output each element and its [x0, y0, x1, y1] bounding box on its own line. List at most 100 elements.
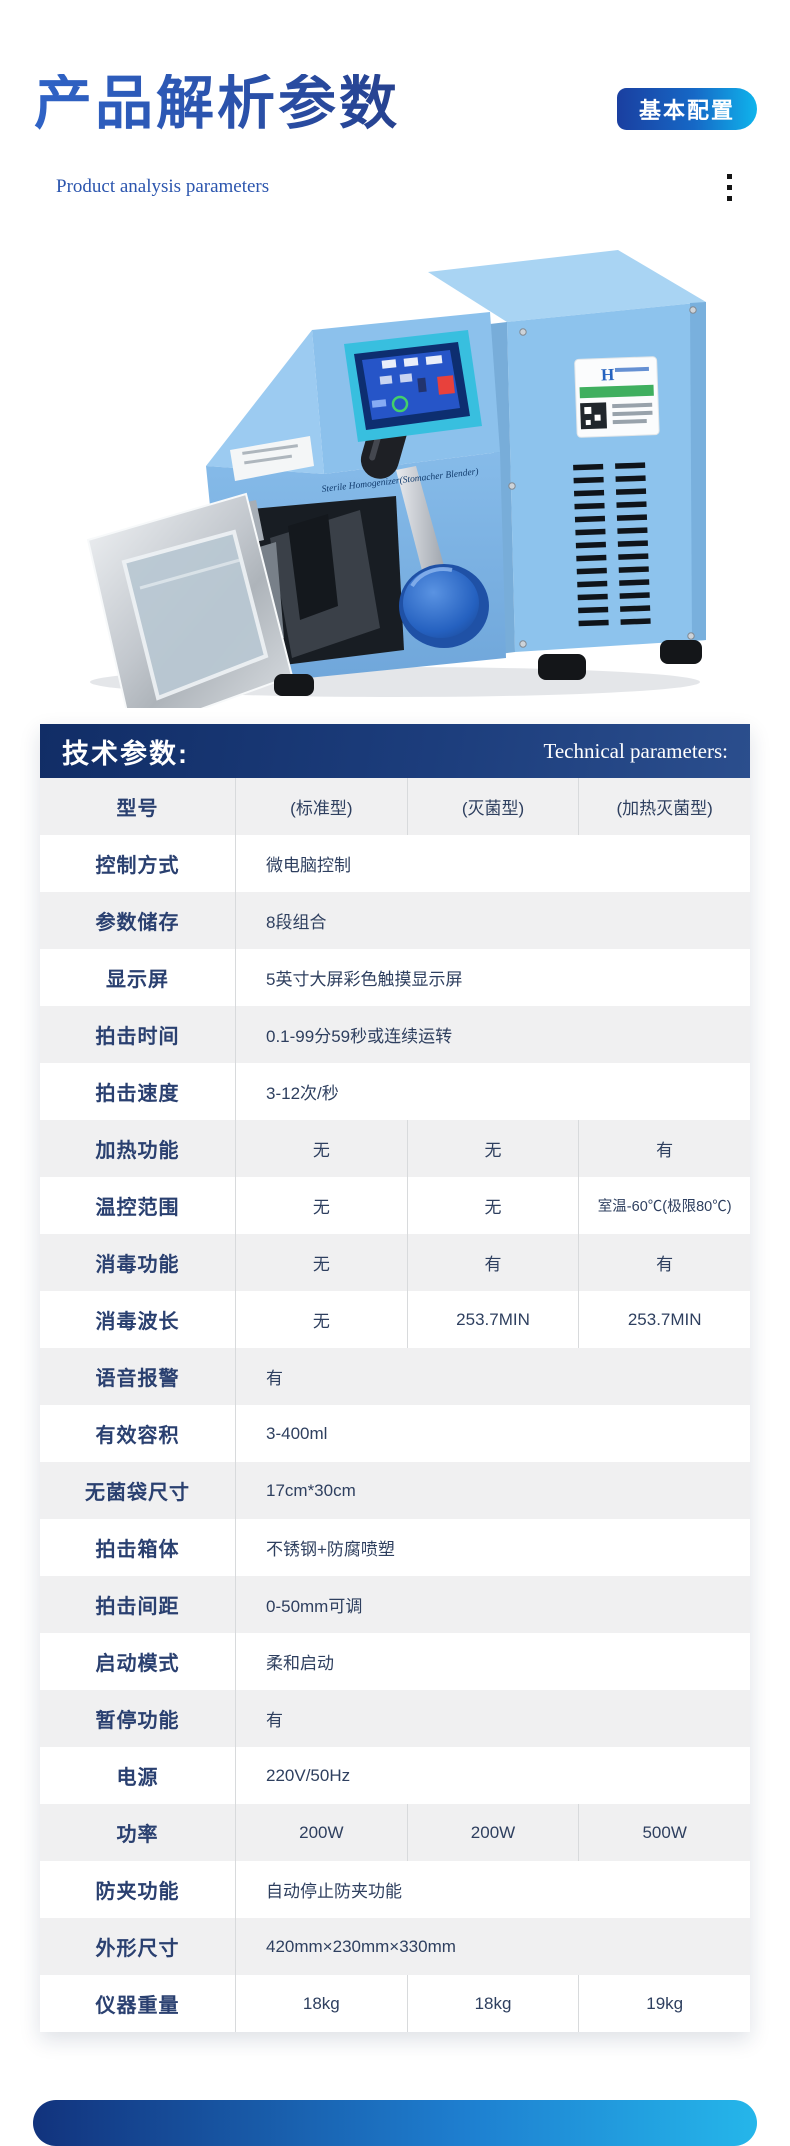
row-value: 17cm*30cm [235, 1462, 750, 1519]
row-value: 有 [578, 1234, 750, 1291]
row-value: 有 [406, 1234, 579, 1291]
row-label: 功率 [116, 1824, 159, 1846]
table-row: 消毒波长无 253.7MIN 253.7MIN [40, 1291, 750, 1348]
table-row: 拍击时间 0.1-99分59秒或连续运转 [40, 1006, 750, 1063]
row-value: 有 [235, 1348, 750, 1405]
page-title: 产品解析参数 [34, 69, 401, 137]
row-value: 不锈钢+防腐喷塑 [235, 1519, 750, 1576]
row-label: 启动模式 [95, 1653, 180, 1675]
table-row: 型号 (标准型) (灭菌型) (加热灭菌型) [40, 778, 750, 835]
stainless-door [86, 492, 294, 736]
spec-header-en: Technical parameters: [543, 738, 728, 763]
table-row: 电源 220V/50Hz [40, 1747, 750, 1804]
machine-illustration: H [86, 250, 706, 736]
spec-header-zh: 技术参数: [62, 738, 189, 769]
table-row: 控制方式 微电脑控制 [40, 835, 750, 892]
table-row: 启动模式 柔和启动 [40, 1633, 750, 1690]
basic-config-badge: 基本配置 [617, 88, 757, 130]
table-row: 功率 200W 200W 500W [40, 1804, 750, 1861]
table-row: 参数储存 8段组合 [40, 892, 750, 949]
product-image: H [60, 208, 730, 736]
row-value: 无 [235, 1291, 407, 1348]
row-value: 420mm×230mm×330mm [235, 1918, 750, 1975]
footer-accent-bar [33, 2100, 757, 2146]
table-row: 显示屏 5英寸大屏彩色触摸显示屏 [40, 949, 750, 1006]
table-row: 防夹功能 自动停止防夹功能 [40, 1861, 750, 1918]
row-value: 0-50mm可调 [235, 1576, 750, 1633]
row-value: 0.1-99分59秒或连续运转 [235, 1006, 750, 1063]
row-label: 消毒功能 [95, 1254, 180, 1276]
row-value: 19kg [578, 1975, 750, 2032]
row-label: 加热功能 [95, 1140, 180, 1162]
svg-text:H: H [601, 365, 615, 384]
row-value: 253.7MIN [578, 1291, 750, 1348]
table-row: 拍击速度 3-12次/秒 [40, 1063, 750, 1120]
row-value: 室温-60℃(极限80℃) [578, 1177, 750, 1234]
chamber-cavity [240, 496, 404, 668]
row-value: 5英寸大屏彩色触摸显示屏 [235, 949, 750, 1006]
row-value: 200W [235, 1804, 407, 1861]
row-label: 暂停功能 [95, 1710, 180, 1732]
row-value: 无 [235, 1177, 407, 1234]
row-value: 无 [406, 1120, 579, 1177]
row-value: 微电脑控制 [235, 835, 750, 892]
table-row: 消毒功能无有有 [40, 1234, 750, 1291]
row-label: 防夹功能 [95, 1881, 180, 1903]
table-row: 暂停功能 有 [40, 1690, 750, 1747]
row-label: 显示屏 [106, 969, 169, 991]
row-value: 自动停止防夹功能 [235, 1861, 750, 1918]
machine-feet [274, 640, 702, 696]
row-value: 500W [578, 1804, 750, 1861]
row-label: 参数储存 [95, 912, 180, 934]
vent-slots [573, 462, 651, 627]
row-value: 18kg [235, 1975, 407, 2032]
table-row: 加热功能无无有 [40, 1120, 750, 1177]
row-label: 拍击时间 [95, 1026, 180, 1048]
touchscreen [344, 330, 482, 442]
row-value: 200W [406, 1804, 579, 1861]
row-label: 拍击箱体 [95, 1539, 180, 1561]
vertical-ellipsis-icon [727, 174, 732, 201]
row-label: 温控范围 [95, 1197, 180, 1219]
table-row: 拍击箱体 不锈钢+防腐喷塑 [40, 1519, 750, 1576]
row-label: 语音报警 [95, 1368, 180, 1390]
table-row: 语音报警 有 [40, 1348, 750, 1405]
table-row: 外形尺寸 420mm×230mm×330mm [40, 1918, 750, 1975]
row-value: 有 [235, 1690, 750, 1747]
page-subtitle: Product analysis parameters [56, 176, 270, 197]
row-value: 柔和启动 [235, 1633, 750, 1690]
screws [508, 306, 697, 648]
row-value: 3-12次/秒 [235, 1063, 750, 1120]
row-label: 有效容积 [95, 1425, 180, 1447]
row-label: 拍击间距 [95, 1596, 180, 1618]
row-label: 拍击速度 [95, 1083, 180, 1105]
row-value: 3-400ml [235, 1405, 750, 1462]
row-label: 电源 [116, 1767, 159, 1789]
row-value: 18kg [406, 1975, 579, 2032]
row-value: 无 [235, 1234, 407, 1291]
table-row: 仪器重量 18kg 18kg 19kg [40, 1975, 750, 2032]
table-row: 温控范围无无室温-60℃(极限80℃) [40, 1177, 750, 1234]
table-row: 拍击间距 0-50mm可调 [40, 1576, 750, 1633]
row-label: 无菌袋尺寸 [85, 1482, 190, 1504]
row-value: (加热灭菌型) [578, 778, 750, 835]
row-value: 253.7MIN [406, 1291, 579, 1348]
row-label: 外形尺寸 [95, 1938, 180, 1960]
row-label: 仪器重量 [95, 1995, 180, 2017]
row-value: 无 [235, 1120, 407, 1177]
row-value: 有 [578, 1120, 750, 1177]
row-label: 型号 [116, 798, 159, 820]
row-value: 8段组合 [235, 892, 750, 949]
table-row: 有效容积 3-400ml [40, 1405, 750, 1462]
table-row: 无菌袋尺寸 17cm*30cm [40, 1462, 750, 1519]
brand-label: H [574, 356, 660, 438]
row-label: 消毒波长 [95, 1311, 180, 1333]
row-value: (标准型) [235, 778, 407, 835]
spec-table-rows: 型号 (标准型) (灭菌型) (加热灭菌型) 控制方式 微电脑控制参数储存 8段组合显示屏 5… [40, 778, 750, 2032]
row-value: 220V/50Hz [235, 1747, 750, 1804]
row-value: (灭菌型) [406, 778, 579, 835]
spec-table: 技术参数: Technical parameters: 型号 (标准型) (灭菌型)… [40, 724, 750, 2032]
spec-table-header: 技术参数: Technical parameters: [40, 724, 750, 778]
row-value: 无 [406, 1177, 579, 1234]
